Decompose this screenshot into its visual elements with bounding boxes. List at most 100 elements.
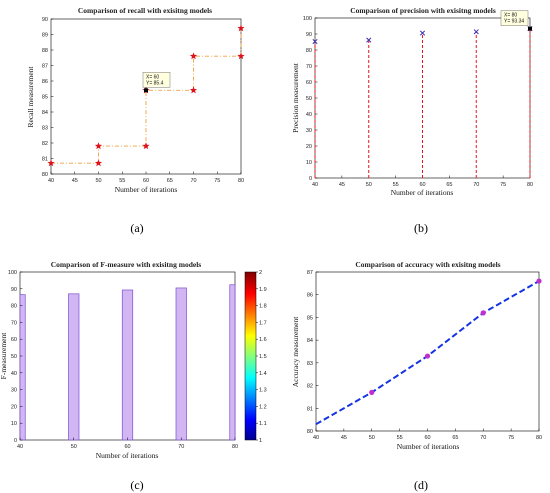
chart-d-x-tick-label: 55 xyxy=(397,435,403,441)
chart-a-x-tick-label: 60 xyxy=(143,178,149,184)
colorbar-tick-label: 1.9 xyxy=(259,287,267,293)
chart-c-bar xyxy=(229,284,236,441)
chart-a-plot-area xyxy=(50,18,242,175)
chart-a-y-tick-label: 90 xyxy=(42,17,48,23)
chart-d-y-tick-label: 84 xyxy=(307,338,313,344)
chart-a-point xyxy=(94,159,103,167)
colorbar-tick-label: 1.8 xyxy=(259,304,267,310)
chart-a-x-tick-label: 55 xyxy=(119,178,125,184)
chart-d-point xyxy=(424,353,431,359)
chart-d-y-ticks: 80 81 82 83 84 85 86 87 xyxy=(307,270,319,435)
chart-c-y-tick-label: 60 xyxy=(11,337,17,343)
colorbar-ticks: 1 1.1 1.2 1.3 1.4 1.5 1.6 1.7 1.8 1.9 2 xyxy=(256,270,267,444)
chart-b-y-tick-label: 60 xyxy=(306,80,312,86)
chart-c-title: Comparison of F-measure with exisitng mo… xyxy=(51,260,202,269)
chart-c-y-label: F-measurement xyxy=(0,332,8,380)
chart-a-marks: X= 60Y= 85.4 xyxy=(47,24,245,167)
colorbar-tick-label: 1.2 xyxy=(259,404,267,410)
chart-b-x-label: Number of iterations xyxy=(391,188,454,197)
chart-b-x-tick-label: 50 xyxy=(366,182,372,188)
chart-b-y-tick-label: 90 xyxy=(306,32,312,38)
caption-c: (c) xyxy=(130,478,143,492)
chart-a-x-tick-label: 40 xyxy=(48,178,54,184)
chart-d-x-label: Number of iterations xyxy=(397,442,460,451)
chart-c-y-tick-label: 90 xyxy=(11,287,17,293)
chart-b-datatip-box xyxy=(500,10,529,26)
chart-a-x-tick-label: 50 xyxy=(95,178,101,184)
chart-c-x-tick-label: 40 xyxy=(17,444,23,450)
chart-a-y-tick-label: 87 xyxy=(42,64,48,70)
colorbar-tick-label: 1.5 xyxy=(259,354,267,360)
chart-c-x-ticks: 40 50 60 70 80 xyxy=(17,437,238,450)
chart-b-y-tick-label: 50 xyxy=(306,96,312,102)
chart-b-y-tick-label: 0 xyxy=(309,176,312,182)
chart-c-x-tick-label: 70 xyxy=(178,444,184,450)
chart-a-point xyxy=(47,159,55,167)
colorbar-tick-label: 1.3 xyxy=(259,388,267,394)
chart-d-point xyxy=(480,310,486,316)
chart-a-datatip-y: Y= 85.4 xyxy=(146,80,164,86)
chart-a-x-tick-label: 80 xyxy=(238,178,244,184)
chart-d-y-tick-label: 81 xyxy=(307,406,313,412)
chart-c-y-ticks: 0 10 20 30 40 50 60 70 80 90 100 xyxy=(8,270,23,444)
chart-b-y-label: Precision measurement xyxy=(291,62,300,133)
chart-b-y-tick-label: 20 xyxy=(306,144,312,150)
chart-d-x-tick-label: 45 xyxy=(341,435,347,441)
chart-d-point xyxy=(536,278,542,284)
chart-a-recall-line xyxy=(51,28,242,164)
chart-a-y-ticks: 80 81 82 83 84 85 86 87 88 89 90 xyxy=(42,17,54,178)
chart-a-y-tick-label: 81 xyxy=(42,157,48,163)
chart-d-x-tick-label: 80 xyxy=(536,435,542,441)
chart-a-x-tick-label: 45 xyxy=(72,178,78,184)
chart-d-plot-area xyxy=(315,271,540,432)
chart-a-title: Comparison of recall with exisitng model… xyxy=(78,6,212,15)
chart-c-y-tick-label: 100 xyxy=(8,270,17,276)
chart-b-x-tick-label: 45 xyxy=(339,182,345,188)
chart-a-y-tick-label: 85 xyxy=(42,95,48,101)
chart-d-x-ticks: 40 45 50 55 60 65 70 75 80 xyxy=(313,428,542,441)
chart-a-x-ticks: 40 45 50 55 60 65 70 75 80 xyxy=(48,171,244,184)
chart-c-y-tick-label: 70 xyxy=(11,320,17,326)
chart-b-point xyxy=(312,38,318,45)
chart-a-x-tick-label: 70 xyxy=(190,178,196,184)
chart-b-point xyxy=(366,37,372,43)
chart-b-datatip-y: Y= 93.34 xyxy=(504,19,524,25)
chart-c-y-tick-label: 50 xyxy=(11,354,17,360)
chart-b-marks: X= 80Y= 93.34 xyxy=(312,10,533,178)
chart-d-y-tick-label: 85 xyxy=(307,315,313,321)
chart-d-x-tick-label: 50 xyxy=(369,435,375,441)
chart-a-datatip-x: X= 60 xyxy=(146,74,159,80)
chart-b-point xyxy=(473,29,479,35)
chart-d-x-tick-label: 70 xyxy=(480,435,486,441)
chart-d-y-tick-label: 83 xyxy=(307,361,313,367)
chart-a-point xyxy=(189,52,198,60)
chart-b-x-tick-label: 70 xyxy=(473,182,479,188)
chart-c-x-label: Number of iterations xyxy=(96,451,159,460)
chart-a-point xyxy=(94,142,103,150)
chart-d-x-tick-label: 40 xyxy=(313,435,319,441)
chart-b-point xyxy=(419,30,426,36)
chart-d-x-tick-label: 65 xyxy=(452,435,458,441)
chart-a-datatip-marker xyxy=(144,88,148,93)
caption-a: (a) xyxy=(130,221,143,235)
chart-a-point xyxy=(142,142,150,150)
chart-a-x-label: Number of iterations xyxy=(115,185,178,194)
chart-c-y-tick-label: 30 xyxy=(11,388,17,394)
chart-c-x-tick-label: 60 xyxy=(124,444,130,450)
chart-d-x-tick-label: 75 xyxy=(508,435,514,441)
colorbar-tick-label: 1.4 xyxy=(259,371,267,377)
chart-a-x-tick-label: 75 xyxy=(214,178,220,184)
chart-c-y-tick-label: 10 xyxy=(11,421,17,427)
chart-d-y-tick-label: 87 xyxy=(307,270,313,276)
chart-a-point xyxy=(189,86,198,94)
colorbar-tick-label: 1.1 xyxy=(259,421,267,427)
chart-b-x-tick-label: 75 xyxy=(500,182,506,188)
chart-b-y-tick-label: 100 xyxy=(303,16,312,22)
chart-c-x-tick-label: 80 xyxy=(232,444,238,450)
chart-d-y-tick-label: 80 xyxy=(307,429,313,435)
chart-d-y-tick-label: 82 xyxy=(307,384,313,390)
chart-b-datatip-x: X= 80 xyxy=(504,13,517,19)
colorbar-tick-label: 1.6 xyxy=(259,337,267,343)
chart-b-x-tick-label: 60 xyxy=(419,182,425,188)
